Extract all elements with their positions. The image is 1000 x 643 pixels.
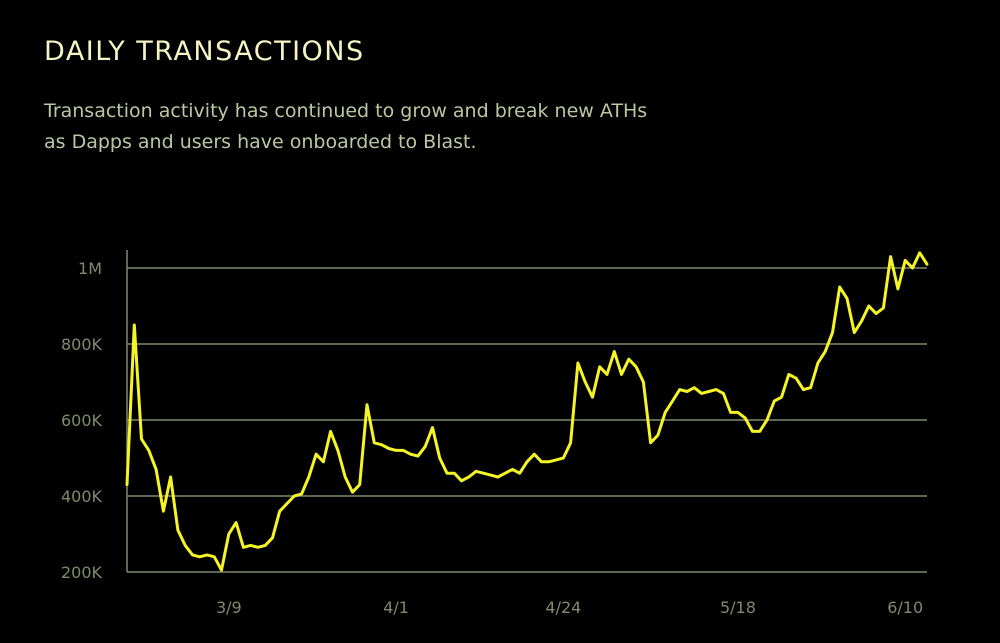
x-tick-label: 3/9 (216, 598, 242, 617)
y-tick-label: 400K (61, 487, 103, 506)
chart-title: DAILY TRANSACTIONS (44, 36, 365, 67)
x-tick-label: 4/24 (545, 598, 581, 617)
description-line-2: as Dapps and users have onboarded to Bla… (44, 131, 477, 153)
y-tick-label: 200K (61, 563, 103, 582)
x-tick-label: 6/10 (887, 598, 923, 617)
grid (126, 250, 927, 573)
series-line (125, 251, 929, 572)
chart-description: Transaction activity has continued to gr… (44, 96, 764, 158)
x-axis-ticks: 3/9 4/1 4/24 5/18 6/10 (216, 598, 923, 617)
description-line-1: Transaction activity has continued to gr… (44, 100, 648, 122)
y-tick-label: 600K (61, 411, 103, 430)
y-tick-label: 800K (61, 335, 103, 354)
x-tick-label: 4/1 (383, 598, 409, 617)
series-layer (125, 251, 929, 572)
y-axis-ticks: 200K 400K 600K 800K 1M (61, 259, 103, 582)
x-tick-label: 5/18 (720, 598, 756, 617)
y-tick-label: 1M (78, 259, 102, 278)
